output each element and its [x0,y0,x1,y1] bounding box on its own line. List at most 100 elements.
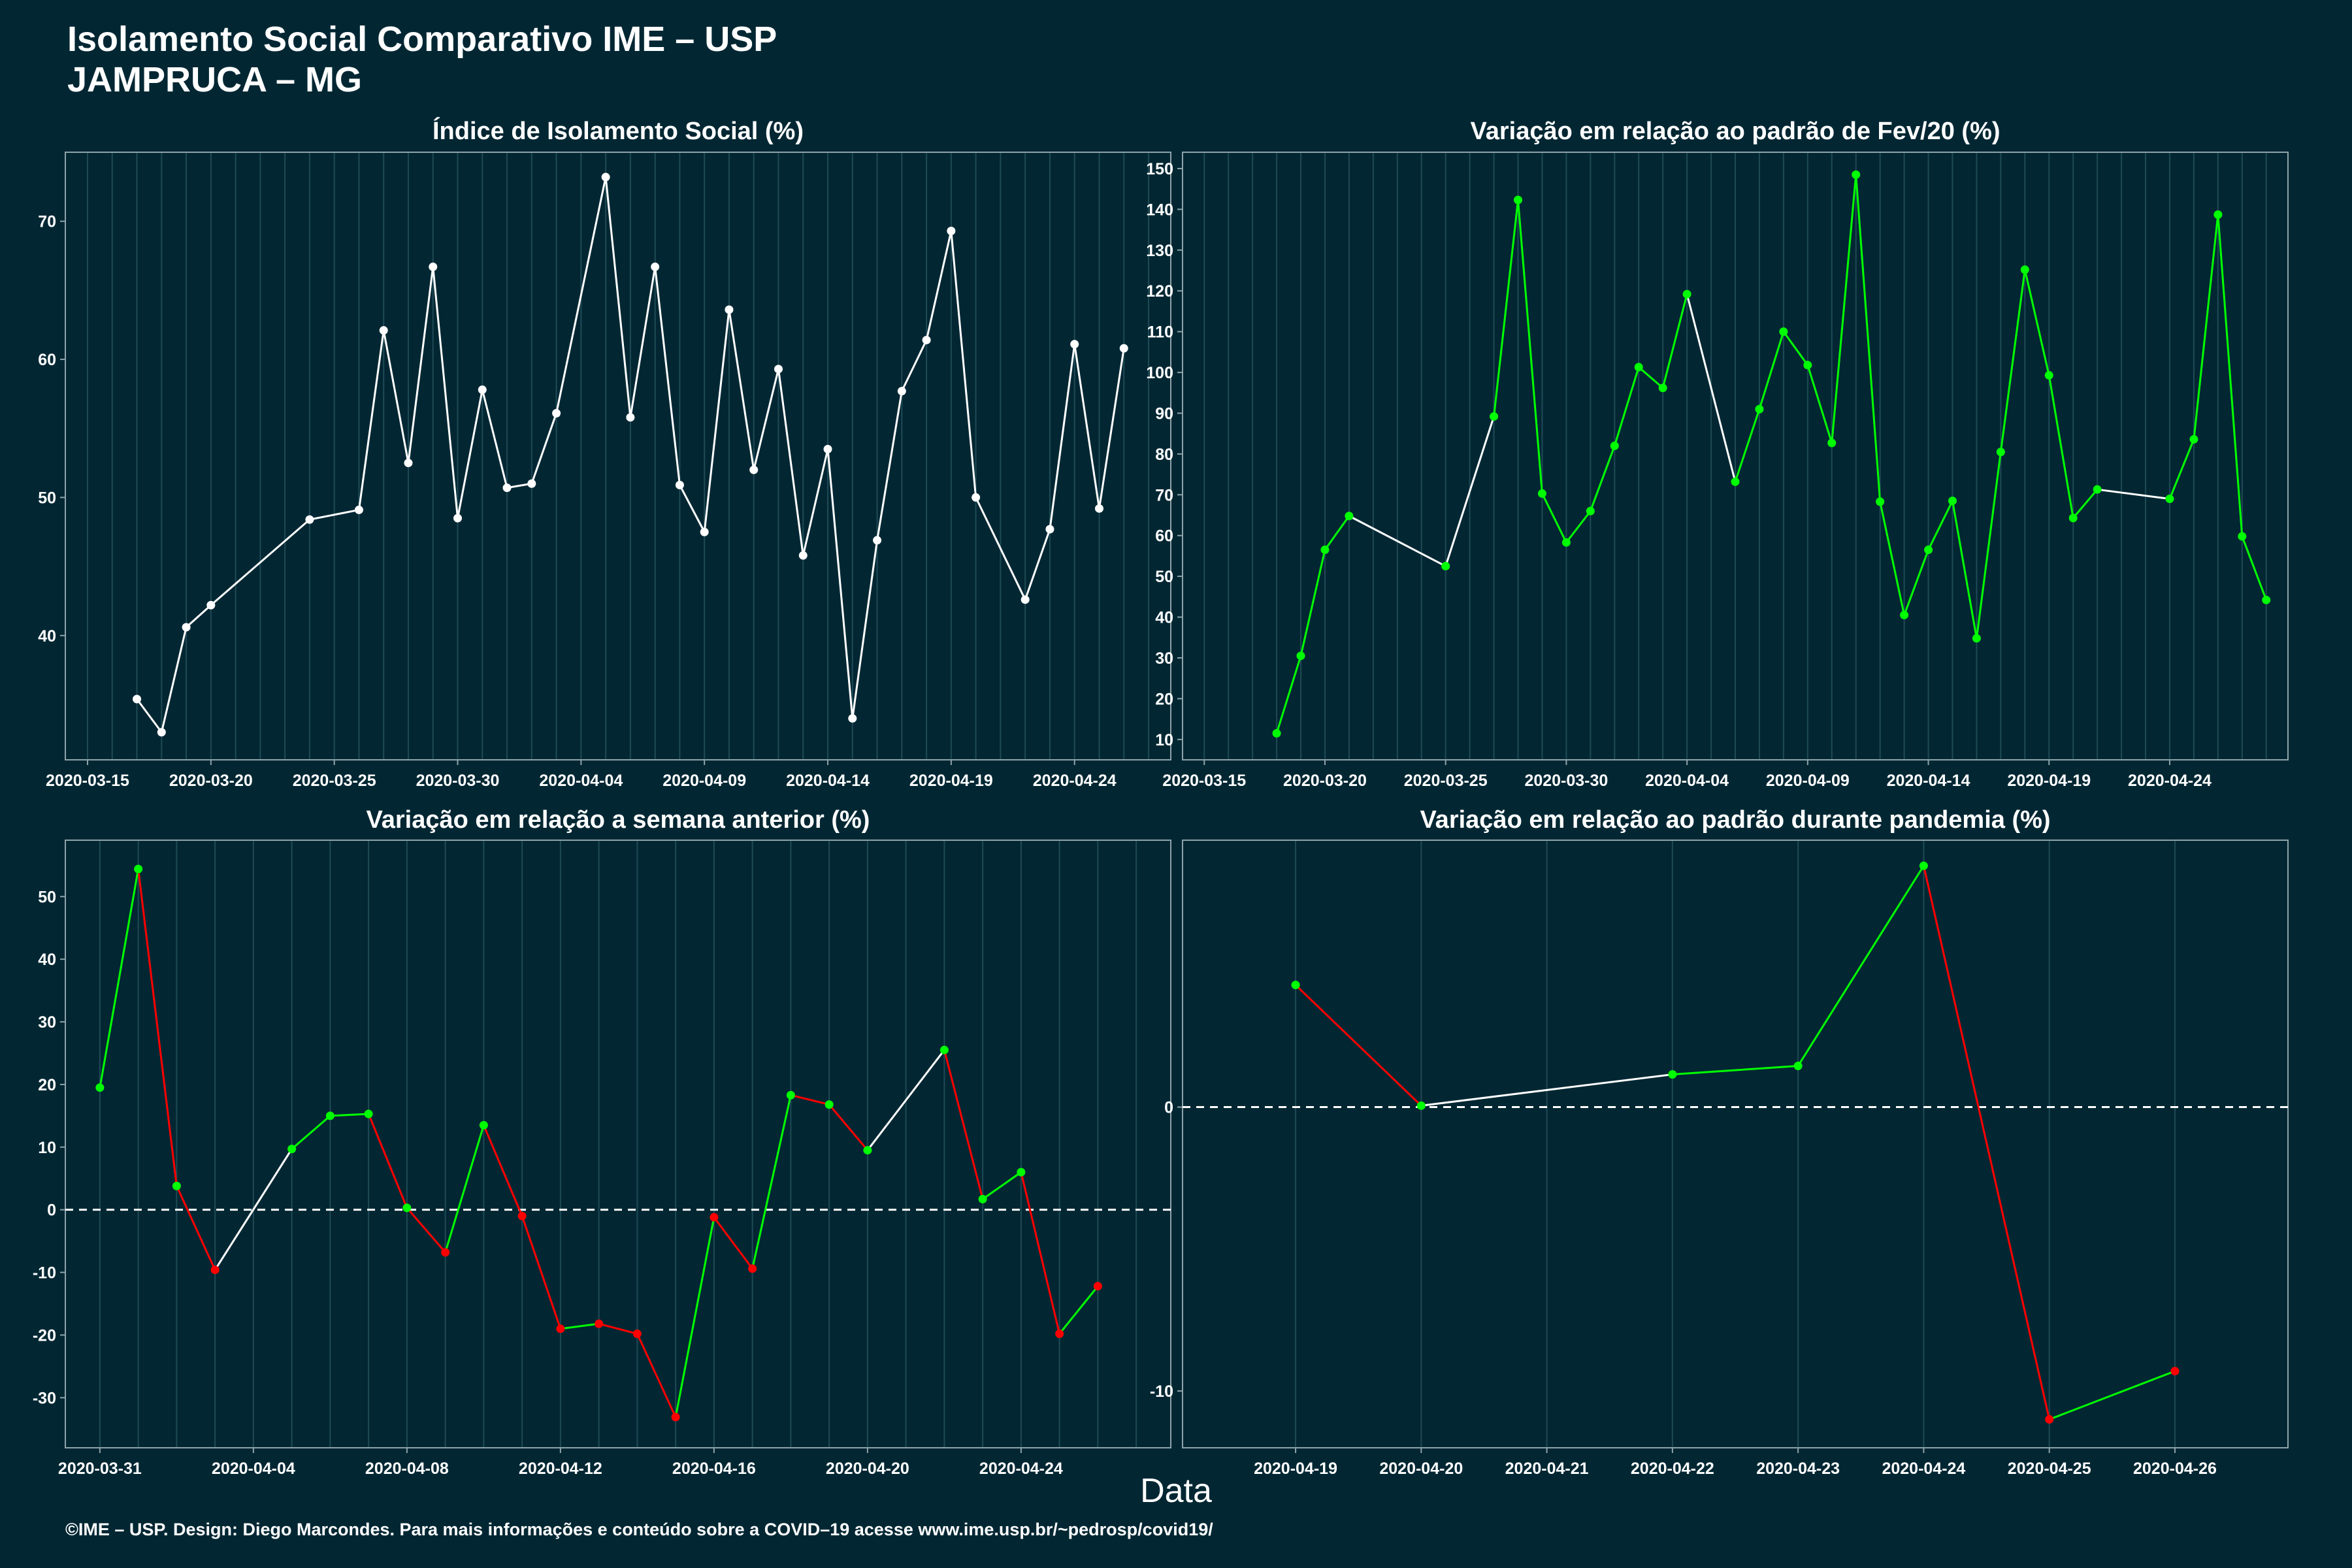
x-tick-label: 2020-03-20 [169,772,253,790]
y-tick-label: -10 [33,1264,56,1282]
series-line [1613,367,1640,446]
series-line [2217,214,2244,537]
x-tick-label: 2020-04-09 [662,772,746,790]
data-point [2262,595,2271,604]
data-point [675,480,684,489]
x-tick-label: 2020-04-04 [212,1460,295,1478]
data-point [517,1211,527,1220]
x-tick-label: 2020-03-15 [46,772,129,790]
series-line [654,267,681,485]
x-tick-label: 2020-04-19 [1254,1460,1337,1478]
series-line [1672,1064,1799,1076]
data-point [897,387,906,396]
data-point [1093,1282,1102,1291]
series-line [407,267,434,463]
series-line [99,868,140,1088]
data-point [1586,506,1595,515]
data-point [172,1181,181,1190]
data-point [552,408,561,417]
series-line [137,868,178,1186]
data-point [1731,477,1740,486]
series-line [1758,331,1785,410]
series-line [1661,293,1688,389]
data-point [2213,210,2223,219]
data-point [1668,1070,1677,1079]
series-line [826,449,854,719]
data-point [379,326,388,335]
data-point [2165,495,2174,504]
panel-frame [65,840,1171,1448]
series-line [1879,501,1906,615]
x-tick-label: 2020-03-25 [1404,772,1488,790]
y-tick-label: 40 [38,627,56,645]
data-point [206,600,216,610]
page-subtitle: JAMPRUCA – MG [67,60,363,99]
x-tick-label: 2020-04-24 [2128,772,2212,790]
data-point [1296,651,1305,661]
series-line [555,176,607,414]
data-point [939,1045,949,1054]
data-point [2093,485,2102,494]
data-point [700,527,709,536]
data-point [2068,514,2078,523]
series-line [791,1094,830,1106]
data-point [972,493,981,502]
series-line [481,389,508,488]
series-line [2097,488,2170,500]
data-point [922,335,931,344]
series-line [943,1049,984,1200]
series-line [1348,515,1446,567]
x-tick-label: 2020-04-09 [1766,772,1850,790]
y-tick-label: 10 [38,1139,56,1157]
page-title: Isolamento Social Comparativo IME – USP [67,20,777,59]
series-line [1975,451,2002,639]
y-tick-label: 0 [47,1201,56,1220]
data-point [1634,363,1643,372]
series-line [777,368,804,556]
x-tick-label: 2020-03-30 [1524,772,1608,790]
data-point [1803,361,1812,370]
data-point [325,1111,335,1120]
series-line [1058,1285,1099,1335]
data-point [1919,861,1928,870]
x-tick-label: 2020-04-21 [1505,1460,1589,1478]
series-line [1565,510,1592,544]
data-point [453,514,463,523]
y-tick-label: 50 [1155,568,1173,586]
series-line [604,176,632,417]
data-point [364,1109,373,1119]
series-line [432,267,459,519]
series-line [1782,331,1809,366]
panel-title: Variação em relação a semana anterior (%… [367,806,870,834]
data-point [134,864,143,874]
data-point [1119,344,1128,353]
series-line [382,330,410,463]
data-point [1682,289,1691,299]
series-line [1275,655,1302,734]
data-point [305,515,314,524]
data-point [1017,1168,1026,1177]
x-tick-label: 2020-04-22 [1631,1460,1714,1478]
x-tick-label: 2020-04-19 [2007,772,2091,790]
x-tick-label: 2020-03-25 [293,772,376,790]
data-point [502,483,512,493]
data-point [527,479,536,488]
data-point [1490,412,1499,421]
panel-title: Variação em relação ao padrão de Fev/20 … [1470,118,2000,145]
x-tick-label: 2020-04-08 [365,1460,449,1478]
data-point [1658,384,1667,393]
data-point [441,1248,450,1257]
series-line [1049,344,1076,530]
x-tick-label: 2020-04-12 [519,1460,602,1478]
series-line [751,1094,792,1269]
data-point [354,505,363,514]
series-line [1020,1171,1061,1334]
x-tick-label: 2020-04-25 [2008,1460,2091,1478]
y-tick-label: 70 [38,213,56,231]
y-tick-label: 120 [1146,282,1173,301]
series-line [1922,865,2051,1420]
data-point [671,1413,680,1422]
series-line [1493,199,1520,417]
data-point [1070,340,1079,349]
data-point [210,1266,220,1275]
